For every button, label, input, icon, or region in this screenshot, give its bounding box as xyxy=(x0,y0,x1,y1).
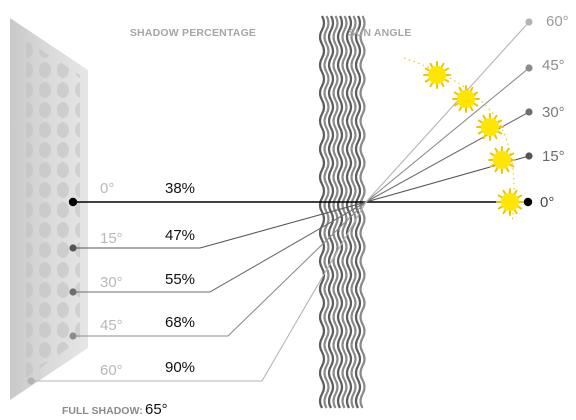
sun-icon-30 xyxy=(476,113,504,141)
sun-ray xyxy=(494,147,499,154)
sun-angle-label-30: 30° xyxy=(542,104,565,121)
sun-disc xyxy=(428,66,446,84)
sun-ray xyxy=(443,78,450,83)
fabric-strand xyxy=(318,15,326,409)
sun-ray xyxy=(497,205,504,210)
wall-endpoint-dot-0 xyxy=(68,197,78,207)
sun-icon-60 xyxy=(423,61,451,89)
sun-ray xyxy=(516,205,523,210)
sun-endpoint-dot-0 xyxy=(523,197,533,207)
sun-path-arc xyxy=(403,57,515,223)
sun-ray xyxy=(424,78,431,83)
woven-fabric-screen xyxy=(318,15,366,409)
fabric-strand xyxy=(354,15,362,409)
row-percent-60: 90% xyxy=(165,359,195,376)
shadow-wall xyxy=(10,18,88,400)
sun-ray xyxy=(505,147,510,154)
row-angle-label-0: 0° xyxy=(100,180,114,197)
sun-angle-header: SUN ANGLE xyxy=(348,27,411,39)
row-percent-45: 68% xyxy=(165,314,195,331)
sun-icon-15 xyxy=(488,146,516,174)
row-angle-label-45: 45° xyxy=(100,317,123,334)
shadow-line-15 xyxy=(73,201,367,249)
sun-ray xyxy=(453,91,460,96)
sun-ray xyxy=(489,163,496,168)
wall-endpoint-dot-45 xyxy=(69,332,77,340)
full-shadow-value: 65° xyxy=(145,401,168,418)
incoming-ray-60 xyxy=(365,21,530,203)
fabric-strand xyxy=(350,15,357,409)
wall-endpoint-dot-60 xyxy=(27,377,35,385)
sun-ray xyxy=(489,152,496,157)
sun-ray xyxy=(513,208,518,215)
shadow-line-60 xyxy=(31,201,367,382)
fabric-strand xyxy=(323,15,330,409)
sun-ray xyxy=(458,86,463,93)
shadow-line-45 xyxy=(73,201,367,337)
sun-ray xyxy=(508,163,515,168)
sun-ray xyxy=(429,81,434,88)
row-angle-label-15: 15° xyxy=(100,230,123,247)
sun-ray xyxy=(508,152,515,157)
full-shadow-label: FULL SHADOW: xyxy=(62,405,143,417)
sun-endpoint-dot-60 xyxy=(525,18,533,26)
sun-ray xyxy=(494,166,499,173)
sun-disc xyxy=(481,118,499,136)
sun-icon-0 xyxy=(496,188,524,216)
sun-ray xyxy=(497,194,504,199)
row-percent-30: 55% xyxy=(165,271,195,288)
sun-ray xyxy=(453,102,460,107)
sun-ray xyxy=(429,62,434,69)
fabric-strand xyxy=(332,15,339,409)
sun-ray xyxy=(496,130,503,135)
sun-ray xyxy=(469,86,474,93)
sun-ray xyxy=(469,105,474,112)
sun-ray xyxy=(482,114,487,121)
sun-ray xyxy=(493,114,498,121)
row-percent-15: 47% xyxy=(165,227,195,244)
sun-ray xyxy=(516,194,523,199)
sun-angle-label-15: 15° xyxy=(542,148,565,165)
sun-ray xyxy=(424,67,431,72)
wall-endpoint-dot-15 xyxy=(69,244,77,252)
incoming-ray-45 xyxy=(365,67,530,203)
sun-ray xyxy=(477,130,484,135)
row-percent-0: 38% xyxy=(165,180,195,197)
sun-positions xyxy=(423,61,524,216)
sun-ray xyxy=(440,81,445,88)
sun-ray xyxy=(505,166,510,173)
fabric-strand xyxy=(341,15,348,409)
sun-ray xyxy=(458,105,463,112)
sun-endpoint-dot-30 xyxy=(525,108,533,116)
sun-endpoint-dot-15 xyxy=(525,152,533,160)
sun-ray xyxy=(440,62,445,69)
sun-ray xyxy=(472,91,479,96)
sun-angle-label-60: 60° xyxy=(546,13,569,30)
sun-ray xyxy=(496,119,503,124)
sun-angle-label-0: 0° xyxy=(540,194,554,211)
wall-endpoint-dot-30 xyxy=(69,288,77,296)
fabric-strand xyxy=(336,15,344,409)
sun-ray xyxy=(482,133,487,140)
shadow-line-30 xyxy=(73,201,367,293)
sun-ray xyxy=(502,189,507,196)
sun-disc xyxy=(457,90,475,108)
sun-icon-45 xyxy=(452,85,480,113)
row-angle-label-60: 60° xyxy=(100,362,123,379)
sun-ray xyxy=(472,102,479,107)
row-angle-label-30: 30° xyxy=(100,274,123,291)
sun-angle-label-45: 45° xyxy=(542,57,565,74)
sun-ray xyxy=(443,67,450,72)
sun-ray xyxy=(502,208,507,215)
sun-ray xyxy=(477,119,484,124)
sun-disc xyxy=(501,193,519,211)
shadow-percentage-header: SHADOW PERCENTAGE xyxy=(130,27,256,39)
fabric-strand xyxy=(359,15,366,409)
sun-ray xyxy=(513,189,518,196)
sun-endpoint-dot-45 xyxy=(525,64,533,72)
sun-ray xyxy=(493,133,498,140)
sun-disc xyxy=(493,151,511,169)
